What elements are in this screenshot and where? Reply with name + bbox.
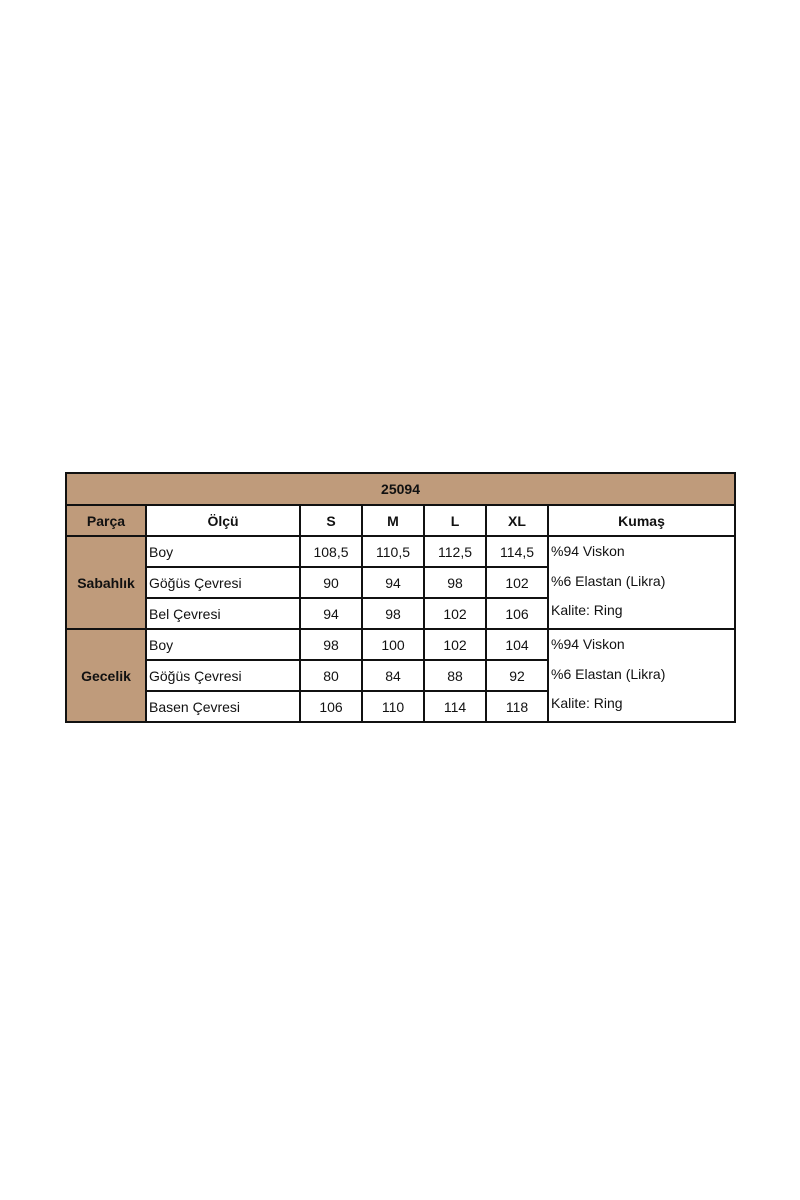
fabric-info: %94 Viskon %6 Elastan (Likra) Kalite: Ring [546, 535, 737, 630]
measure-name: Göğüs Çevresi [145, 566, 301, 599]
header-l: L [423, 504, 487, 537]
size-value: 106 [299, 690, 363, 723]
fabric-line: %6 Elastan (Likra) [551, 665, 666, 682]
table-row: Bel Çevresi 94 98 102 106 [66, 597, 735, 630]
size-value: 94 [361, 566, 425, 599]
size-value: 94 [299, 597, 363, 630]
table-row: Sabahlık Boy 108,5 110,5 112,5 114,5 %94 Visko… [65, 535, 737, 630]
fabric-line: Kalite: Ring [551, 695, 623, 711]
fabric-line: Kalite: Ring [551, 602, 623, 618]
size-value: 108,5 [299, 535, 363, 568]
size-value: 98 [361, 597, 425, 630]
fabric-line: %94 Viskon [551, 543, 625, 559]
measure-name: Boy [145, 628, 301, 661]
size-value: 92 [485, 659, 549, 692]
size-value: 114 [423, 690, 487, 723]
part-name: Gecelik [65, 628, 147, 723]
table-row: Göğüs Çevresi 90 94 98 102 [66, 566, 735, 599]
measure-name: Bel Çevresi [145, 597, 301, 630]
size-value: 112,5 [423, 535, 487, 568]
measure-name: Basen Çevresi [145, 690, 301, 723]
size-value: 100 [361, 628, 425, 661]
fabric-info: %94 Viskon %6 Elastan (Likra) Kalite: Ring [546, 628, 737, 723]
header-measure: Ölçü [145, 504, 301, 537]
size-value: 102 [423, 597, 487, 630]
size-value: 110,5 [361, 535, 425, 568]
size-value: 88 [423, 659, 487, 692]
size-value: 102 [485, 566, 549, 599]
size-value: 84 [361, 659, 425, 692]
fabric-line: %6 Elastan (Likra) [551, 572, 666, 589]
size-value: 118 [485, 690, 549, 723]
size-value: 104 [485, 628, 549, 661]
header-m: M [361, 504, 425, 537]
table-row: Göğüs Çevresi 80 84 88 92 [66, 659, 735, 692]
size-value: 90 [299, 566, 363, 599]
size-value: 98 [423, 566, 487, 599]
header-s: S [299, 504, 363, 537]
header-fabric: Kumaş [546, 504, 737, 537]
measure-name: Göğüs Çevresi [145, 659, 301, 692]
size-value: 102 [423, 628, 487, 661]
size-value: 98 [299, 628, 363, 661]
size-value: 80 [299, 659, 363, 692]
product-code: 25094 [64, 472, 737, 506]
fabric-line: %94 Viskon [551, 636, 625, 652]
table-row: Gecelik Boy 98 100 102 104 %94 Viskon %6 Elasta… [65, 628, 737, 723]
size-value: 110 [361, 690, 425, 723]
part-name: Sabahlık [65, 535, 147, 630]
size-value: 106 [485, 597, 549, 630]
header-xl: XL [485, 504, 549, 537]
table-row: Basen Çevresi 106 110 114 118 [66, 690, 735, 723]
size-value: 114,5 [485, 535, 549, 568]
header-part: Parça [65, 504, 147, 537]
size-chart-table: 25094 Parça Ölçü S M L XL Kumaş Sabahlık… [64, 472, 737, 723]
measure-name: Boy [145, 535, 301, 568]
